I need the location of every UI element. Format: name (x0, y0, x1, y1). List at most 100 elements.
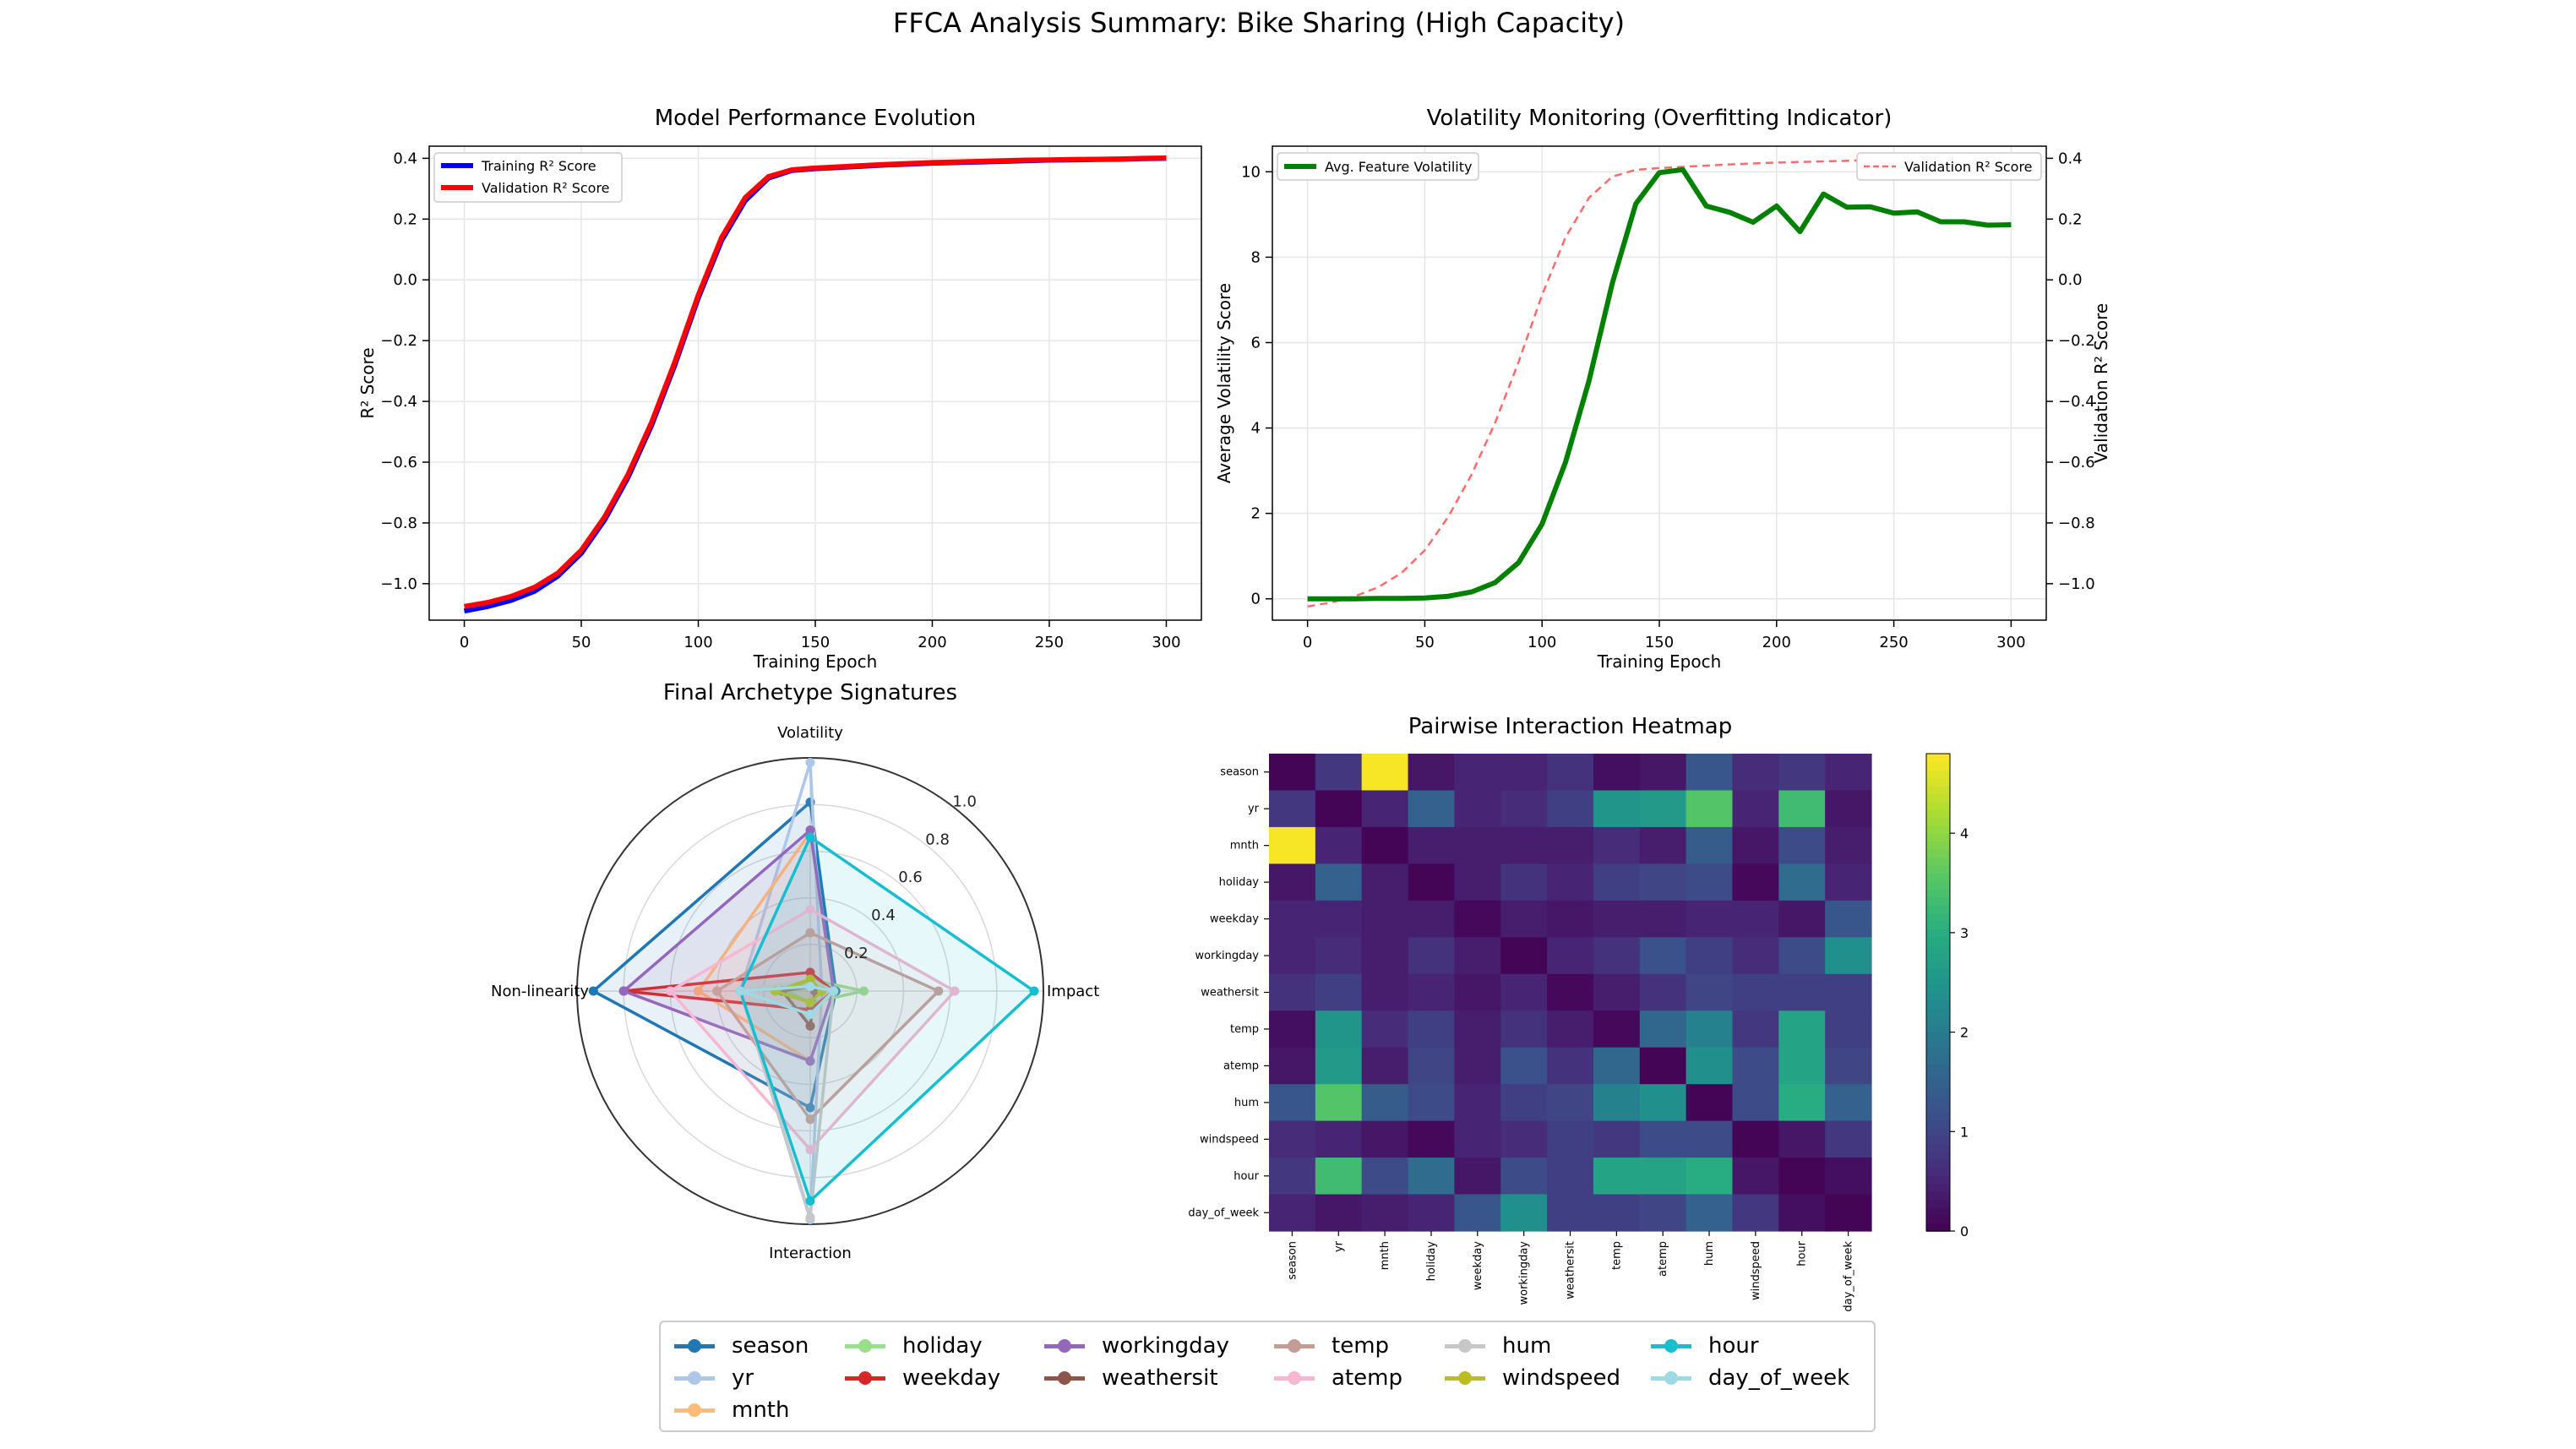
colorbar-segment (1926, 785, 1950, 794)
heatmap-cell (1454, 790, 1501, 828)
legend-label: Training R² Score (481, 158, 596, 174)
colorbar-tick-label: 1 (1960, 1124, 1969, 1140)
colorbar-segment (1926, 936, 1950, 945)
heatmap-cell (1778, 1194, 1826, 1232)
heatmap-cell (1454, 1194, 1501, 1232)
radar-point (858, 986, 869, 996)
heatmap-cell (1732, 1158, 1779, 1196)
heatmap-cell (1593, 754, 1641, 792)
x-tick-label: 100 (1528, 634, 1556, 651)
heatmap-cell (1778, 937, 1826, 975)
heatmap-cell (1593, 973, 1641, 1011)
heatmap-cell (1315, 1010, 1363, 1049)
heatmap-cell (1686, 1158, 1734, 1196)
colorbar-segment (1926, 761, 1950, 771)
heatmap-row-label: windspeed (1200, 1133, 1259, 1146)
legend-item: day_of_week (1649, 1363, 1849, 1393)
colorbar-segment (1926, 1127, 1950, 1136)
heatmap-cell (1408, 826, 1455, 864)
radar-point (950, 986, 960, 996)
heatmap-row-label: day_of_week (1188, 1207, 1259, 1219)
heatmap-cell (1500, 1047, 1548, 1085)
colorbar-segment (1926, 1032, 1950, 1041)
legend-swatch (843, 1331, 887, 1361)
heatmap-cell (1639, 1158, 1687, 1196)
colorbar-segment (1926, 1175, 1950, 1185)
radar-point (934, 986, 944, 996)
heatmap-cell (1315, 754, 1363, 792)
heatmap-cell (1593, 1010, 1641, 1049)
radar-point (805, 974, 815, 984)
radar-point (805, 1103, 815, 1113)
legend-item: weathersit (1043, 1363, 1218, 1393)
y-axis-label: R² Score (357, 347, 378, 418)
colorbar-tick-label: 2 (1960, 1025, 1969, 1041)
legend-label: day_of_week (1708, 1365, 1850, 1391)
colorbar-segment (1926, 889, 1950, 898)
radar-point (735, 986, 745, 996)
heatmap-cell (1686, 1120, 1734, 1158)
heatmap-cell (1315, 937, 1363, 975)
legend-swatch (1043, 1331, 1086, 1361)
legend-label: Validation R² Score (482, 180, 610, 196)
y2-tick-label: −0.4 (2058, 393, 2095, 411)
heatmap-cell (1315, 1194, 1363, 1232)
colorbar-segment (1926, 1080, 1950, 1089)
heatmap-cell (1361, 1194, 1409, 1232)
colorbar-segment (1926, 833, 1950, 842)
heatmap-cell (1361, 826, 1409, 864)
heatmap-cell (1686, 826, 1734, 864)
heatmap-cell (1361, 1047, 1409, 1085)
volatility-line (1307, 166, 2012, 602)
radar-point (805, 1145, 815, 1155)
x-tick-label: 200 (1762, 634, 1791, 651)
heatmap-cell (1825, 754, 1872, 792)
legend-item: workingday (1043, 1331, 1229, 1361)
heatmap-cell (1732, 863, 1779, 902)
heatmap-cell (1732, 900, 1779, 938)
heatmap-cell (1825, 1158, 1872, 1196)
legend-label: temp (1332, 1333, 1390, 1359)
colorbar-segment (1926, 1199, 1950, 1208)
heatmap-cell (1778, 1010, 1826, 1049)
radar-series-hour (738, 835, 1037, 1204)
heatmap-cell (1408, 863, 1455, 902)
heatmap-cell (1361, 1120, 1409, 1158)
radar-point (712, 986, 722, 996)
heatmap-cell (1778, 1047, 1826, 1085)
heatmap-cell (1361, 863, 1409, 902)
heatmap-cell (1269, 826, 1316, 864)
heatmap-cell (1408, 1047, 1455, 1085)
colorbar-segment (1926, 1159, 1950, 1168)
heatmap-col-label: windspeed (1750, 1241, 1762, 1300)
radar-rtick-label: 0.2 (844, 945, 869, 962)
heatmap-cell (1732, 790, 1779, 828)
radar-rtick-label: 0.4 (871, 907, 896, 924)
heatmap-cell (1778, 1120, 1826, 1158)
y2-axis-label: Validation R² Score (2091, 303, 2111, 463)
heatmap-cell (1639, 1120, 1687, 1158)
heatmap-cell (1825, 1194, 1872, 1232)
colorbar-segment (1926, 1103, 1950, 1113)
colorbar-segment (1926, 1040, 1950, 1049)
heatmap-row-label: weathersit (1201, 987, 1259, 1000)
radar-axis-label: Interaction (769, 1245, 852, 1262)
colorbar-segment (1926, 960, 1950, 970)
colorbar-segment (1926, 1095, 1950, 1105)
colorbar-segment (1926, 1119, 1950, 1129)
heatmap-cell (1454, 1120, 1501, 1158)
radar-point (588, 986, 598, 996)
colorbar-segment (1926, 1207, 1950, 1216)
colorbar-segment (1926, 1064, 1950, 1073)
x-tick-label: 50 (572, 634, 591, 651)
x-axis-label: Training Epoch (753, 651, 878, 672)
colorbar-segment (1926, 1167, 1950, 1176)
radar-point (805, 758, 815, 768)
heatmap-cell (1408, 900, 1455, 938)
radar-point (665, 986, 675, 996)
y-tick-label: −0.6 (380, 454, 417, 471)
colorbar-tick-label: 3 (1960, 925, 1969, 941)
colorbar-segment (1926, 1215, 1950, 1224)
heatmap-cell (1408, 1010, 1455, 1049)
colorbar-segment (1926, 1055, 1950, 1065)
